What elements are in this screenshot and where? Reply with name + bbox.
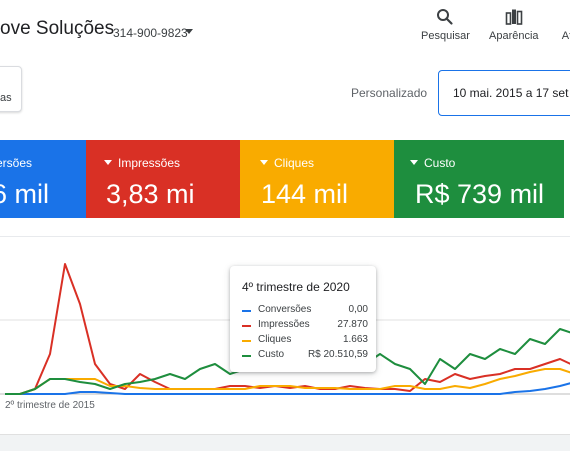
tooltip-row-value: 27.870 <box>337 319 368 330</box>
tooltip-row-name: Cliques <box>258 334 292 345</box>
account-dropdown-icon[interactable] <box>185 29 193 34</box>
metric-value: R$ 739 mil <box>415 179 545 209</box>
tooltip-row-clicks: Cliques 1.663 <box>242 334 368 348</box>
search-icon <box>437 9 454 25</box>
filter-chip-label: as <box>0 92 12 104</box>
date-range-picker[interactable]: 10 mai. 2015 a 17 set <box>438 70 570 116</box>
tools-icon <box>558 8 570 26</box>
legend-swatch <box>242 355 251 357</box>
tooltip-row-value: 0,00 <box>348 304 368 315</box>
filter-chip[interactable]: as <box>0 66 22 112</box>
period-label: Personalizado <box>351 86 428 100</box>
appearance-label: Aparência <box>489 30 539 42</box>
metric-value: 144 mil <box>261 179 349 209</box>
tooltip-row-value: 1.663 <box>342 334 368 345</box>
filter-bar: as Personalizado 10 mai. 2015 a 17 set <box>0 62 570 125</box>
tooltip-row-name: Conversões <box>258 304 312 315</box>
legend-swatch <box>242 340 251 342</box>
search-label: Pesquisar <box>421 30 470 42</box>
tooltip-row-conversions: Conversões 0,00 <box>242 304 368 318</box>
metric-label: Custo <box>410 156 455 170</box>
appearance-button[interactable]: Aparência <box>489 8 539 42</box>
series-line-impressões[interactable] <box>5 263 570 395</box>
metric-label: ersões <box>0 156 33 170</box>
account-name[interactable]: ove Soluções <box>0 18 115 39</box>
series-line-cliques[interactable] <box>5 368 570 395</box>
caret-down-icon <box>410 160 418 165</box>
date-range-text: 10 mai. 2015 a 17 set <box>453 86 569 100</box>
appearance-icon <box>505 9 523 25</box>
card-divider <box>0 236 570 237</box>
metric-tile-impressions[interactable]: Impressões 3,83 mi <box>86 140 240 218</box>
tooltip-row-name: Custo <box>258 349 285 360</box>
metric-tile-conversions[interactable]: ersões 6 mil <box>0 140 86 218</box>
caret-down-icon <box>104 160 112 165</box>
metric-value: 3,83 mi <box>106 179 195 209</box>
search-button[interactable]: Pesquisar <box>421 8 470 42</box>
tooltip-row-value: R$ 20.510,59 <box>307 349 368 360</box>
metric-tile-clicks[interactable]: Cliques 144 mil <box>240 140 394 218</box>
metric-tile-cost[interactable]: Custo R$ 739 mil <box>394 140 564 218</box>
tools-button[interactable]: At <box>558 8 570 42</box>
tooltip-row-cost: Custo R$ 20.510,59 <box>242 349 368 363</box>
chart-tooltip: 4º trimestre de 2020 Conversões 0,00 Imp… <box>230 266 376 372</box>
metric-label: Cliques <box>260 156 314 170</box>
top-bar: ove Soluções 314-900-9823 Pesquisar Apar… <box>0 0 570 62</box>
metric-label: Impressões <box>104 156 180 170</box>
performance-card: ersões 6 mil Impressões 3,83 mi Cliques … <box>0 124 570 450</box>
caret-down-icon <box>260 160 268 165</box>
legend-swatch <box>242 310 251 312</box>
tooltip-title: 4º trimestre de 2020 <box>242 280 350 294</box>
performance-line-chart[interactable] <box>0 124 570 404</box>
x-axis-tick-label: 2º trimestre de 2015 <box>5 400 95 411</box>
tooltip-row-name: Impressões <box>258 319 310 330</box>
legend-swatch <box>242 325 251 327</box>
tools-label: At <box>561 30 570 42</box>
metric-value: 6 mil <box>0 179 50 209</box>
series-line-conversões[interactable] <box>5 382 570 395</box>
bottom-strip <box>0 434 570 451</box>
account-id[interactable]: 314-900-9823 <box>113 26 188 40</box>
tooltip-row-impressions: Impressões 27.870 <box>242 319 368 333</box>
